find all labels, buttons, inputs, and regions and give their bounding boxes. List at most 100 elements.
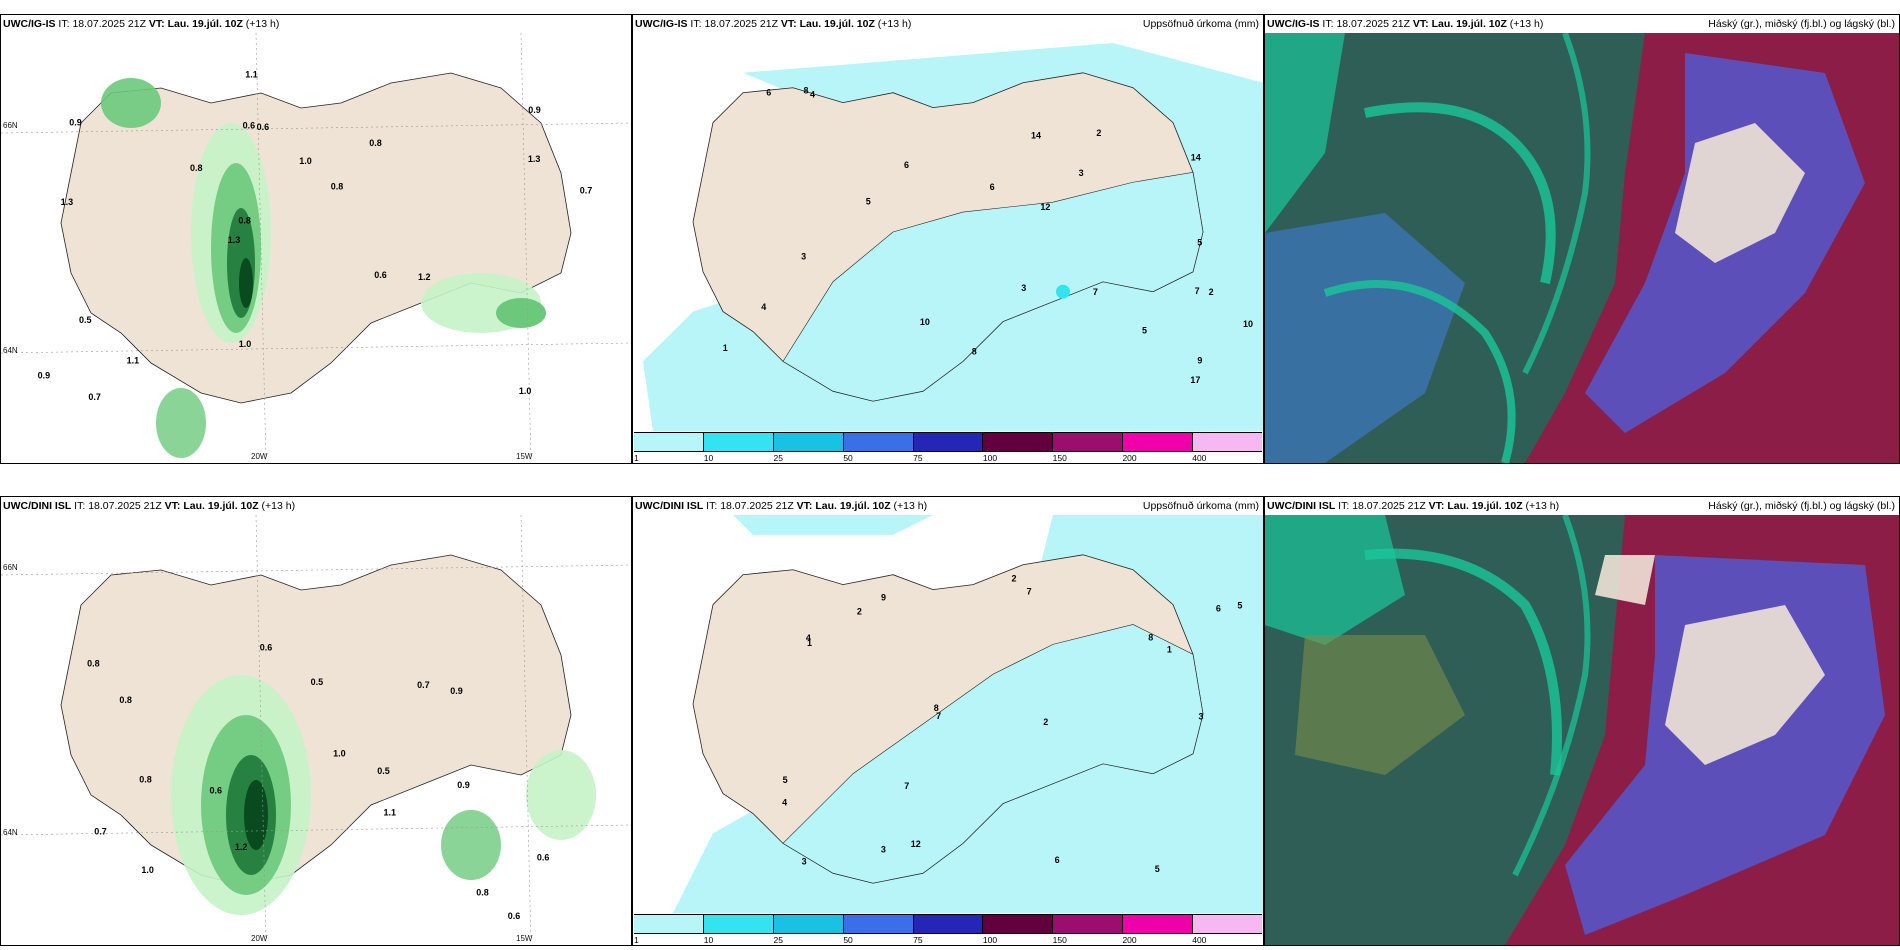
colorbar-segment	[843, 915, 914, 933]
value-label: 3	[1079, 168, 1084, 178]
colorbar-segment	[703, 915, 774, 933]
model-name: UWC/IG-IS	[635, 18, 688, 30]
value-label: 0.8	[476, 888, 489, 898]
value-label: 8	[1148, 633, 1153, 643]
value-label: 0.8	[87, 658, 100, 668]
colorbar-label: 100	[982, 453, 998, 463]
value-label: 6	[990, 182, 995, 192]
value-label: 1.0	[141, 865, 154, 875]
precip-colorbar: 1 10 25 50 75 100 150 200 400	[634, 914, 1263, 945]
panel-clouds-top[interactable]: UWC/IG-IS IT: 18.07.2025 21Z VT: Lau. 19…	[1264, 14, 1900, 464]
value-label: 1	[723, 343, 728, 353]
it-value: 18.07.2025 21Z	[1336, 18, 1410, 30]
colorbar-label: 200	[1122, 453, 1137, 463]
value-label: 7	[936, 711, 941, 721]
value-label: 0.6	[537, 853, 550, 863]
panel-wind-bottom[interactable]: UWC/DINI ISL IT: 18.07.2025 21Z VT: Lau.…	[0, 496, 632, 946]
value-label: 1.1	[384, 808, 397, 818]
colorbar-label: 150	[1052, 453, 1067, 463]
cloud-map-svg	[1265, 33, 1899, 463]
vt-value: Lau. 19.júl. 10Z	[183, 500, 259, 512]
panel-title: Háský (gr.), miðský (fj.bl.) og lágský (…	[1708, 500, 1895, 512]
wind-value-labels: 1.01.30.91.30.80.70.61.00.50.80.91.10.60…	[38, 70, 593, 402]
value-label: 8	[804, 85, 809, 95]
precip-map[interactable]: 4 12 7 10 14 5 6 3 2 1 4 3 5 8 6 10 17 14 9 7 3 2 5 6 8	[633, 33, 1263, 431]
value-label: 2	[1012, 573, 1017, 583]
value-label: 7	[1195, 286, 1200, 296]
it-label: IT:	[706, 500, 718, 512]
value-label: 7	[1027, 587, 1032, 597]
value-label: 5	[1155, 864, 1160, 874]
it-label: IT:	[74, 500, 86, 512]
wind-map[interactable]: 66N 64N 20W 15W 1.0 1.3 0.9 1.3 0.8 0.7 0.6 1.0…	[1, 33, 631, 463]
panel-clouds-bottom[interactable]: UWC/DINI ISL IT: 18.07.2025 21Z VT: Lau.…	[1264, 496, 1900, 946]
lat-label-66: 66N	[3, 563, 18, 572]
value-label: 1.1	[127, 355, 140, 365]
it-value: 18.07.2025 21Z	[1352, 500, 1426, 512]
value-label: 4	[782, 798, 787, 808]
value-label: 0.9	[38, 370, 51, 380]
value-label: 0.9	[457, 780, 470, 790]
value-label: 12	[1040, 202, 1050, 212]
lead-time: (+13 h)	[1509, 18, 1544, 30]
colorbar-label: 75	[913, 935, 923, 945]
colorbar-label: 1	[634, 935, 639, 945]
value-label: 0.6	[257, 122, 270, 132]
value-label: 4	[810, 90, 815, 100]
it-label: IT:	[58, 18, 70, 30]
lon-label-20: 20W	[251, 452, 268, 461]
precip-map[interactable]: 2 3 7 5 4 1 2 3 7 6 8 9 4 5 12 7 3 1 2 6 5 8	[633, 515, 1263, 913]
lead-time: (+13 h)	[1525, 500, 1560, 512]
vt-value: Lau. 19.júl. 10Z	[167, 18, 243, 30]
value-label: 6	[1216, 604, 1221, 614]
lead-time: (+13 h)	[893, 500, 928, 512]
model-name: UWC/DINI ISL	[635, 500, 704, 512]
value-label: 1.0	[519, 386, 532, 396]
it-value: 18.07.2025 21Z	[88, 500, 162, 512]
value-label: 0.7	[417, 680, 430, 690]
value-label: 3	[801, 252, 806, 262]
vt-value: Lau. 19.júl. 10Z	[1447, 500, 1523, 512]
value-label: 5	[1237, 600, 1242, 610]
vt-label: VT:	[1428, 500, 1445, 512]
lat-label-64: 64N	[3, 828, 18, 837]
panel-precip-bottom[interactable]: UWC/DINI ISL IT: 18.07.2025 21Z VT: Lau.…	[632, 496, 1264, 946]
colorbar-label: 150	[1052, 935, 1067, 945]
value-label: 1.3	[228, 235, 241, 245]
colorbar-segment	[983, 433, 1054, 451]
vt-value: Lau. 19.júl. 10Z	[1431, 18, 1507, 30]
panel-precip-top[interactable]: UWC/IG-IS IT: 18.07.2025 21Z VT: Lau. 19…	[632, 14, 1264, 464]
value-label: 1.1	[245, 70, 258, 80]
cloud-map[interactable]	[1265, 515, 1899, 945]
value-label: 0.6	[374, 270, 387, 280]
vt-label: VT:	[164, 500, 181, 512]
value-label: 0.5	[377, 766, 390, 776]
value-label: 12	[911, 839, 921, 849]
it-value: 18.07.2025 21Z	[704, 18, 778, 30]
colorbar-segment	[843, 433, 914, 451]
colorbar-segment	[1123, 915, 1194, 933]
colorbar-segment	[913, 433, 984, 451]
vt-label: VT:	[1412, 18, 1429, 30]
panel-wind-top[interactable]: UWC/IG-IS IT: 18.07.2025 21Z VT: Lau. 19…	[0, 14, 632, 464]
colorbar-segment	[1123, 433, 1194, 451]
lead-time: (+13 h)	[261, 500, 296, 512]
value-label: 0.8	[139, 775, 152, 785]
wind-map[interactable]: 66N 64N 20W 15W 0.6 0.8 1.1 0.8 0.6 0.8 1.0 0.6…	[1, 515, 631, 945]
it-label: IT:	[1322, 18, 1334, 30]
model-name: UWC/DINI ISL	[3, 500, 72, 512]
it-label: IT:	[1338, 500, 1350, 512]
lon-label-15: 15W	[516, 934, 533, 943]
cloud-map[interactable]	[1265, 33, 1899, 463]
it-label: IT:	[690, 18, 702, 30]
value-label: 1.0	[239, 339, 252, 349]
value-label: 8	[972, 347, 977, 357]
colorbar-segment	[773, 433, 844, 451]
value-label: 0.6	[260, 642, 273, 652]
value-label: 0.8	[238, 216, 251, 226]
value-label: 6	[766, 88, 771, 98]
lon-label-20: 20W	[251, 934, 268, 943]
colorbar-label: 50	[843, 453, 853, 463]
